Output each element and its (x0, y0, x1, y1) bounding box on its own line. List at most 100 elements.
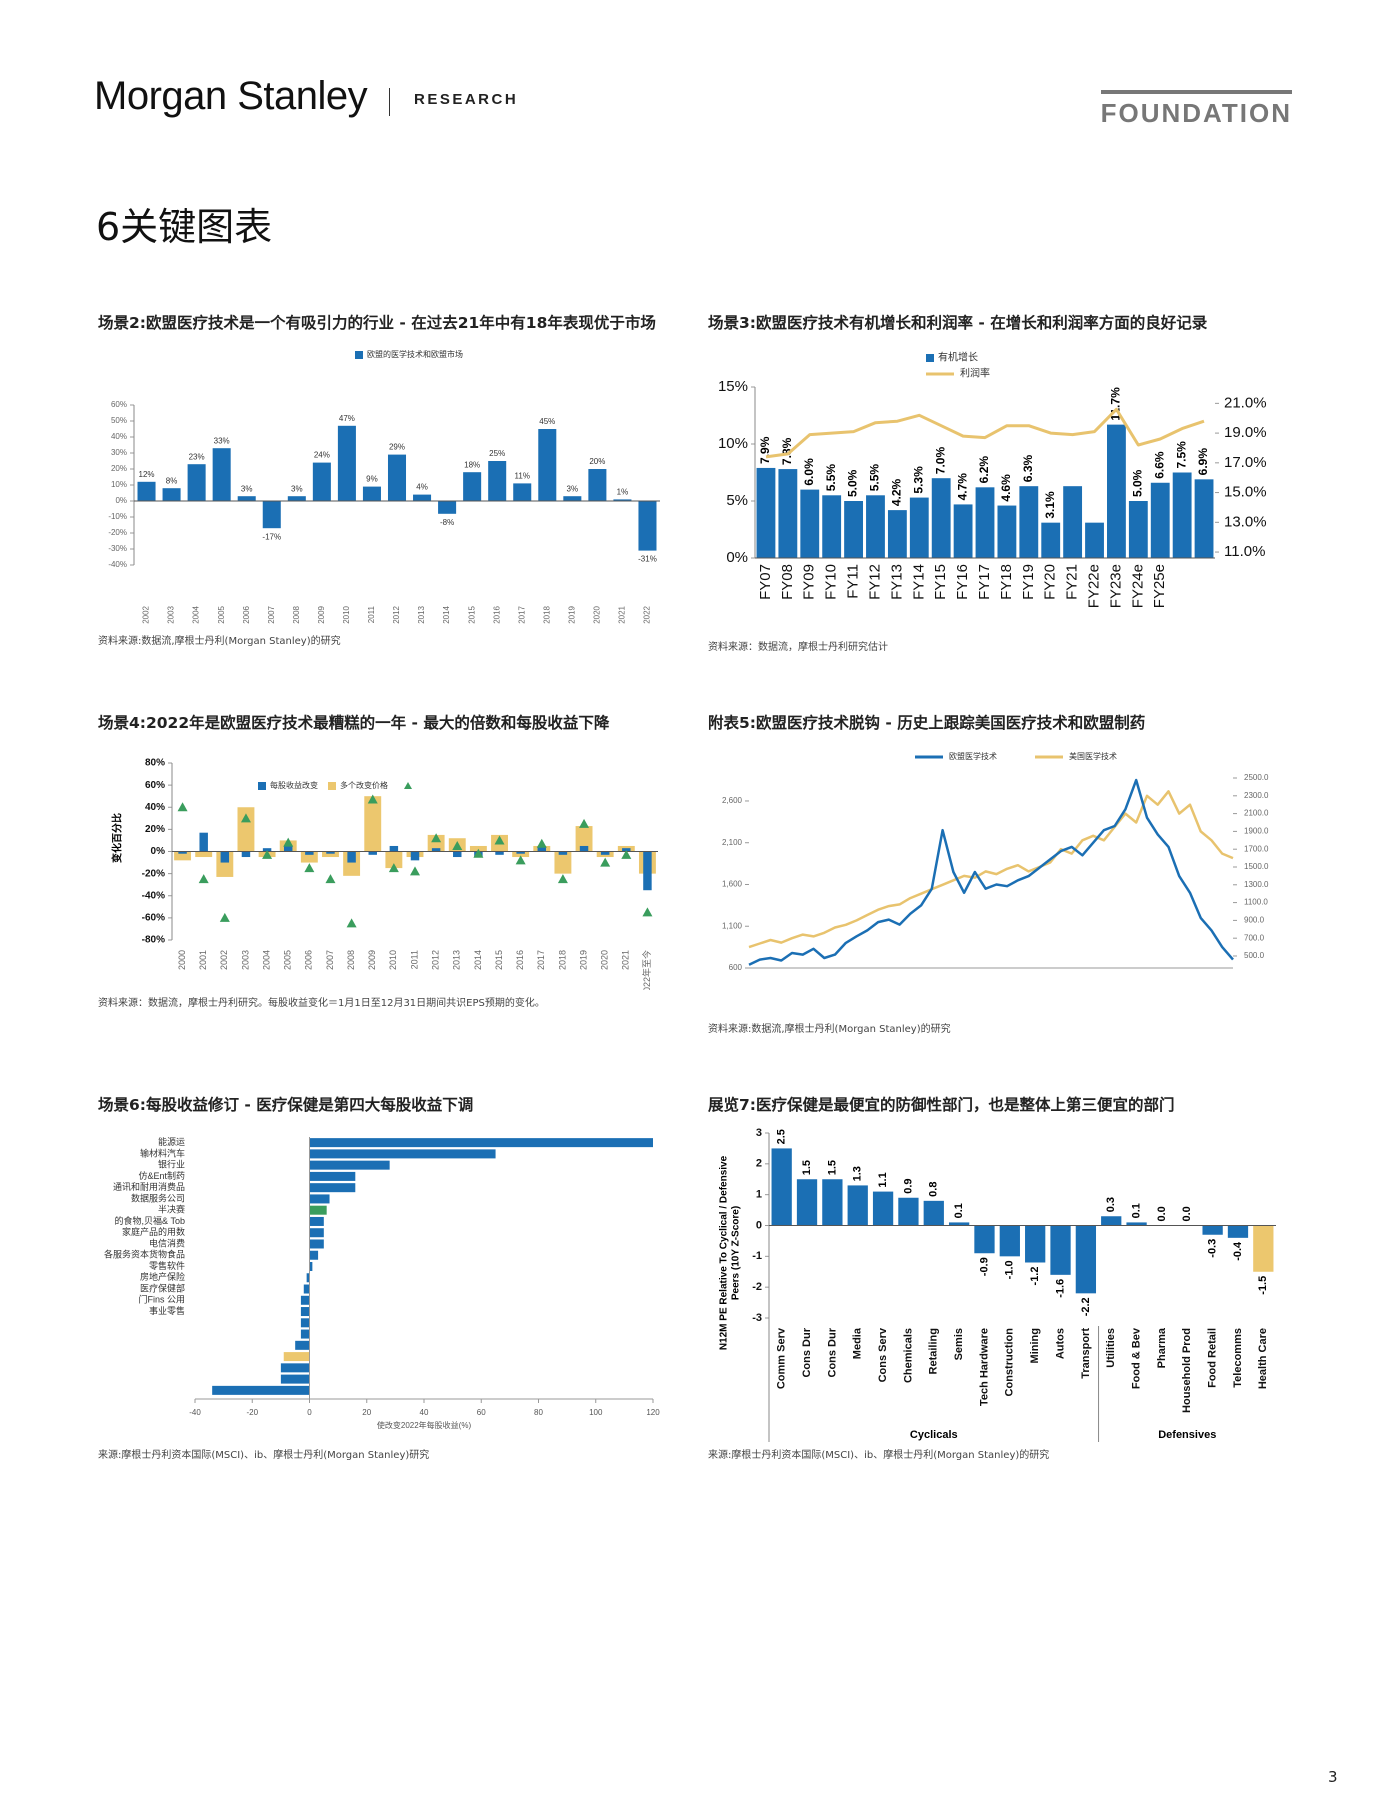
value-label: 33% (214, 436, 230, 445)
x-tick-label: 40 (420, 1408, 429, 1417)
marker (642, 907, 653, 917)
y-tick-label: 0% (115, 496, 127, 505)
bar (909, 497, 929, 558)
bar (1085, 522, 1104, 558)
marker (240, 813, 251, 823)
value-label: 23% (189, 452, 205, 461)
bar (887, 510, 907, 558)
y2-tick-label: 2100.0 (1244, 809, 1269, 818)
bar (1019, 486, 1039, 558)
bar (516, 851, 525, 854)
bar (822, 495, 842, 558)
x-tick-label: 2006 (304, 950, 314, 970)
value-label: 2.5 (776, 1129, 788, 1144)
page-number: 3 (1328, 1768, 1338, 1786)
y-tick-label: 600 (729, 963, 743, 972)
bar (295, 1340, 310, 1350)
value-label: 6.3% (1021, 454, 1035, 482)
value-label: 7.5% (1174, 441, 1188, 469)
value-label: -17% (262, 532, 281, 541)
x-tick-label: 2019 (578, 950, 588, 970)
x-tick-label: 100 (589, 1408, 603, 1417)
y-tick-label: 的食物,贝福& Tob (114, 1215, 185, 1226)
bar (389, 845, 399, 852)
x-tick-label: Chemicals (902, 1328, 914, 1383)
marker (262, 849, 273, 859)
bar (756, 467, 776, 558)
value-label: 4.6% (999, 474, 1013, 502)
y2-tick-label: 11.0% (1224, 543, 1265, 560)
value-label: 11% (515, 472, 530, 481)
bar (322, 851, 339, 858)
y-tick-label: -30% (108, 544, 127, 553)
value-label: 1.1 (877, 1172, 889, 1187)
x-tick-label: FY24e (1129, 564, 1146, 608)
y-tick-label: 2 (756, 1158, 762, 1170)
x-tick-label: Mining (1029, 1328, 1041, 1363)
bar (1025, 1225, 1046, 1263)
x-tick-label: 2017 (517, 605, 526, 623)
x-tick-label: FY07 (757, 564, 774, 600)
bar (410, 851, 420, 861)
chart: -80% -60% -40% -20% 0% 20% 40% 60% 80% 2000 2001 20… (111, 758, 658, 990)
value-label: 6.0% (802, 458, 816, 486)
legend-swatch (258, 782, 266, 790)
y-tick-label: 零售软件 (149, 1260, 185, 1271)
x-tick-label: 2013 (417, 605, 426, 623)
x-tick-label: 2017 (536, 950, 546, 970)
x-axis-label: 使改变2022年每股收益(%) (377, 1420, 472, 1430)
bar (1194, 479, 1214, 558)
y-tick-label: 5% (726, 492, 748, 509)
marker (367, 794, 378, 804)
x-tick-label: Semis (953, 1328, 965, 1360)
y-tick-label: 房地产保险 (140, 1271, 185, 1282)
y-tick-label: -10% (108, 512, 127, 521)
x-tick-label: 2016 (515, 950, 525, 970)
bar (305, 851, 314, 855)
y-tick-label: 银行业 (158, 1159, 185, 1170)
bar (1253, 1225, 1274, 1272)
bar (975, 487, 995, 558)
y-tick-label: -20% (108, 528, 127, 537)
value-label: 0.0 (1156, 1206, 1168, 1221)
x-tick-label: FY11 (845, 564, 862, 599)
bar (347, 851, 356, 863)
y-tick-label: 60% (145, 780, 165, 791)
x-tick-label: 2004 (192, 605, 201, 623)
x-tick-label: FY20 (1042, 564, 1059, 600)
legend-swatch (926, 354, 934, 362)
x-tick-label: Cons Dur (801, 1327, 813, 1377)
marker (198, 874, 209, 884)
x-tick-label: Autos (1054, 1328, 1066, 1359)
bar (463, 472, 482, 501)
bar (306, 1273, 310, 1283)
x-tick-label: 2012 (431, 950, 441, 970)
y-tick-label: -40% (108, 560, 127, 569)
bar (300, 1318, 310, 1328)
x-tick-label: 2012 (392, 605, 401, 623)
bar (187, 464, 206, 501)
y-tick-label: 10% (111, 480, 127, 489)
x-tick-label: 2020 (600, 950, 610, 970)
marker (515, 855, 526, 865)
value-label: 0.8 (928, 1182, 940, 1197)
y-tick-label: 1 (756, 1189, 762, 1201)
value-label: 6.9% (1196, 448, 1210, 476)
bar (413, 494, 432, 501)
value-label: 6.6% (1152, 451, 1166, 479)
bar (800, 489, 820, 558)
value-label: 0.3 (1105, 1197, 1117, 1212)
value-label: 18% (464, 460, 480, 469)
bar (1128, 501, 1148, 558)
bar (1101, 1216, 1122, 1226)
chart-title: 场景3:欧盟医疗技术有机增长和利润率 - 在增长和利润率方面的良好记录 (708, 314, 1208, 332)
y2-tick-label: 13.0% (1224, 513, 1267, 530)
bar (643, 851, 652, 891)
x-tick-label: 2003 (240, 950, 250, 970)
x-tick-label: 2018 (557, 950, 567, 970)
y-tick-label: -40% (142, 890, 165, 901)
y2-tick-label: 19.0% (1224, 424, 1267, 441)
x-tick-label: FY17 (976, 564, 993, 600)
bar (220, 851, 230, 863)
value-label: 4% (416, 483, 428, 492)
